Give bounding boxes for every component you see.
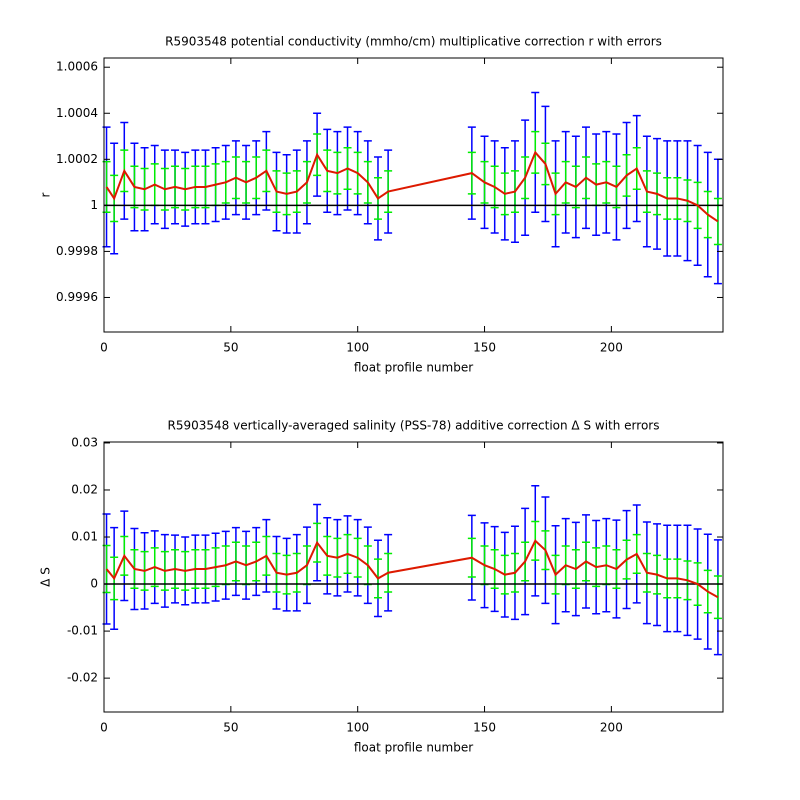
x-tick-label: 100 [346, 721, 369, 735]
y-tick-label: 0 [90, 577, 98, 591]
x-tick-label: 50 [223, 341, 238, 355]
axes-background [104, 442, 723, 712]
y-tick-label: 0.9996 [56, 290, 98, 304]
y-axis-label: r [39, 192, 53, 197]
y-tick-label: -0.01 [67, 624, 98, 638]
y-tick-label: 0.9998 [56, 244, 98, 258]
y-tick-label: 1.0004 [56, 106, 98, 120]
x-tick-label: 150 [473, 341, 496, 355]
x-axis-label: float profile number [354, 741, 473, 755]
y-tick-label: 0.03 [71, 435, 98, 449]
x-tick-label: 0 [100, 721, 108, 735]
x-axis-label: float profile number [354, 361, 473, 375]
y-axis-label: Δ S [39, 567, 53, 587]
x-tick-label: 150 [473, 721, 496, 735]
chart-title: R5903548 potential conductivity (mmho/cm… [165, 35, 662, 49]
x-tick-label: 100 [346, 341, 369, 355]
y-tick-label: 1 [90, 198, 98, 212]
y-tick-label: 0.01 [71, 530, 98, 544]
axes-box [103, 57, 724, 333]
y-tick-label: -0.02 [67, 671, 98, 685]
y-tick-label: 1.0002 [56, 152, 98, 166]
data-line [105, 539, 719, 599]
data-line [105, 150, 719, 223]
chart-title: R5903548 vertically-averaged salinity (P… [168, 419, 660, 433]
axes-background [104, 58, 723, 332]
x-tick-label: 200 [600, 721, 623, 735]
x-tick-label: 0 [100, 341, 108, 355]
axes-box [103, 441, 724, 713]
y-tick-label: 1.0006 [56, 60, 98, 74]
y-tick-label: 0.02 [71, 482, 98, 496]
x-tick-label: 200 [600, 341, 623, 355]
x-tick-label: 50 [223, 721, 238, 735]
